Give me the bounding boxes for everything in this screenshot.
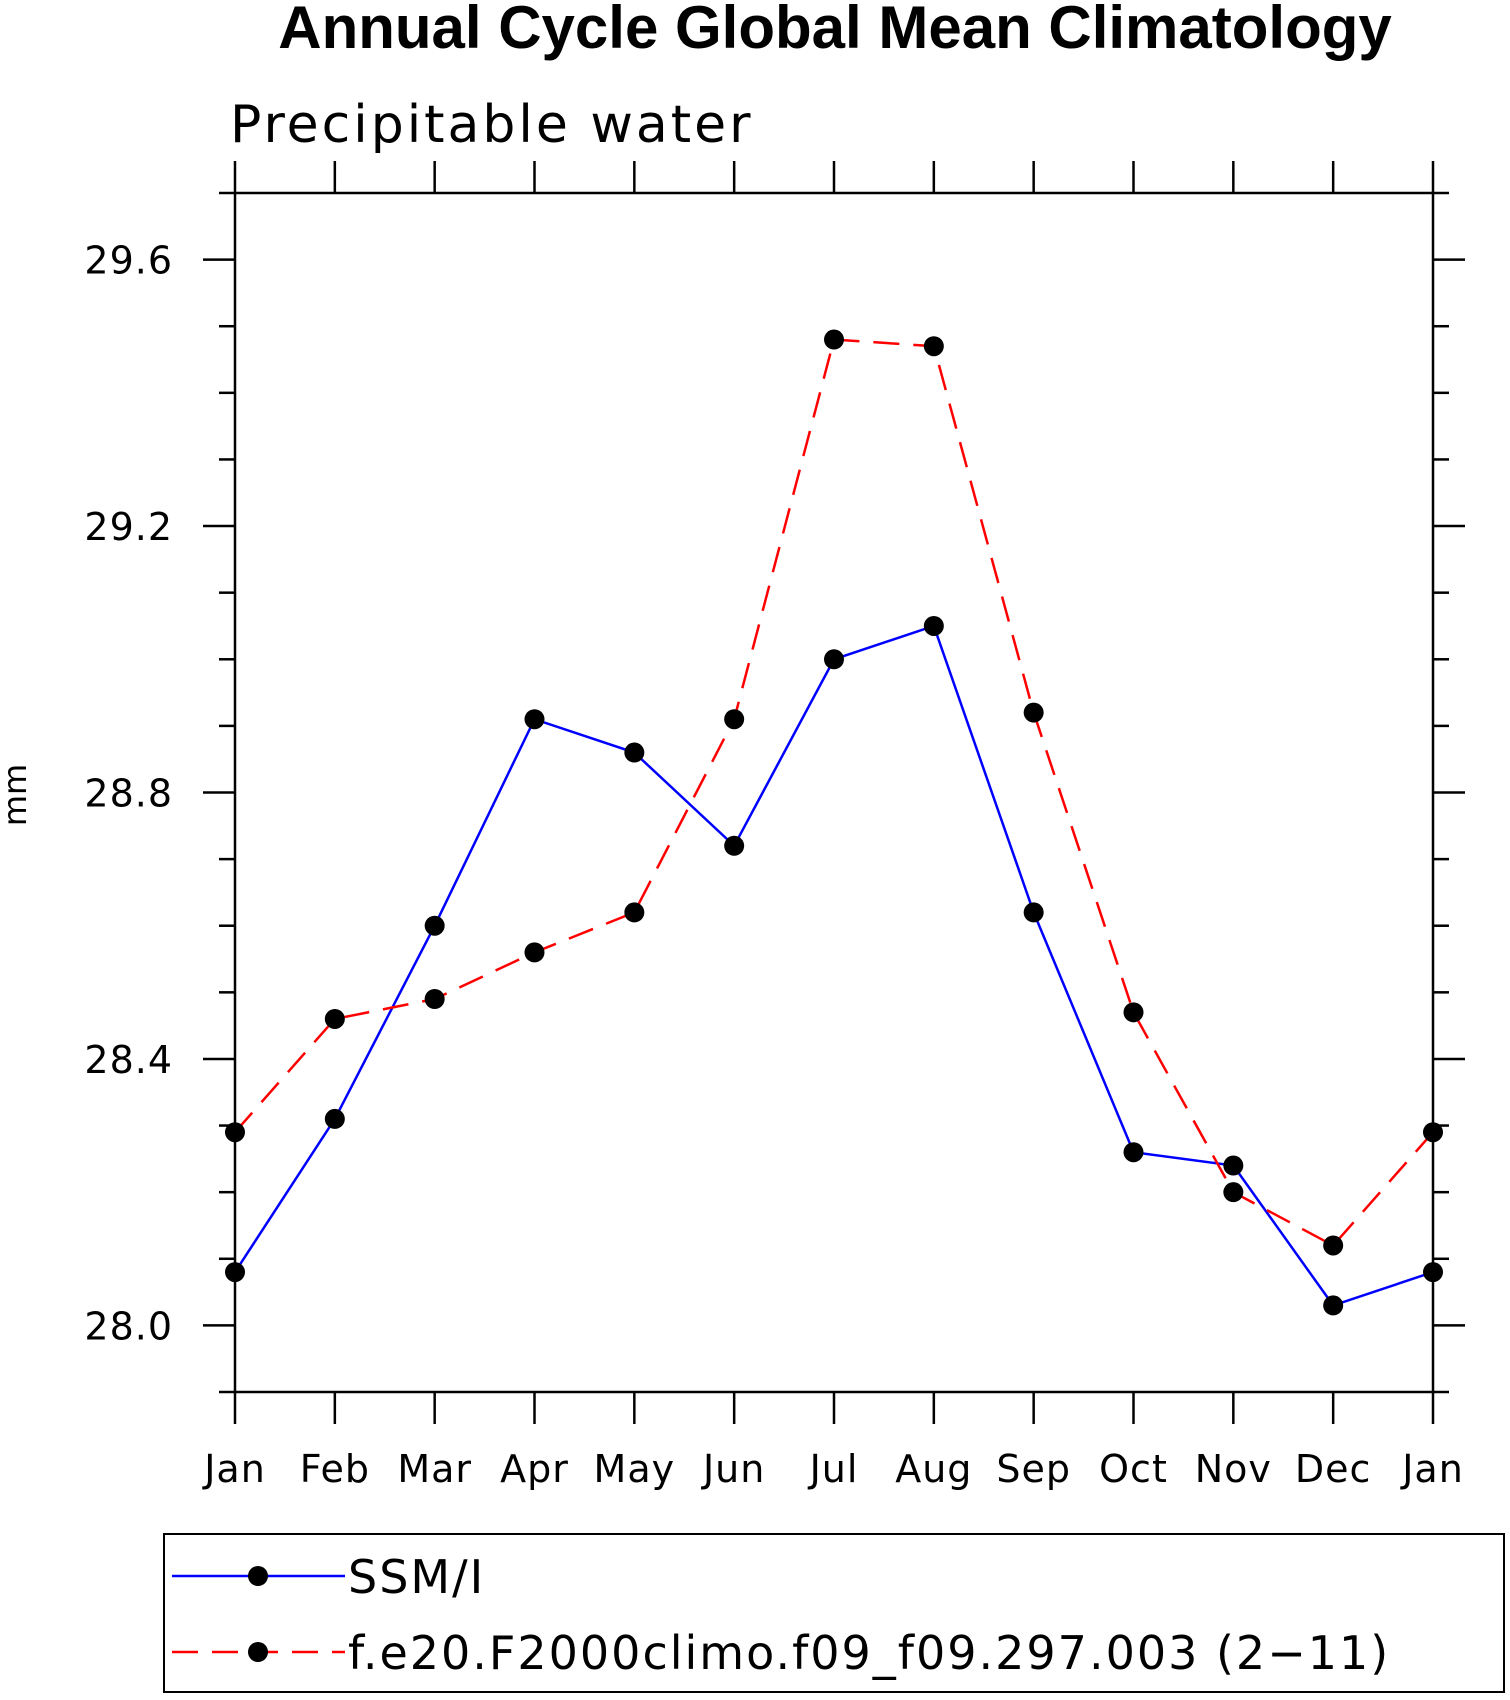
series-layer xyxy=(225,329,1443,1316)
data-point-series-0 xyxy=(824,649,844,670)
axis-ticks xyxy=(203,161,1465,1424)
data-point-series-0 xyxy=(424,915,445,936)
legend-marker-0 xyxy=(248,1566,268,1586)
data-point-series-0 xyxy=(324,1108,345,1129)
data-point-series-1 xyxy=(624,902,645,923)
data-point-series-0 xyxy=(1323,1295,1344,1316)
legend-label-0: SSM/I xyxy=(348,1550,485,1604)
data-point-series-0 xyxy=(225,1262,245,1283)
y-axis-label: mm xyxy=(0,764,34,826)
legend-box xyxy=(163,1533,1505,1693)
x-tick-labels: Jan Feb Mar Apr May Jun Jul Aug Sep Oct Nov Dec Jan xyxy=(202,1447,1464,1491)
x-tick-label: Aug xyxy=(895,1447,972,1491)
chart-title: Annual Cycle Global Mean Climatology xyxy=(278,0,1392,61)
y-tick-label: 28.0 xyxy=(84,1304,173,1348)
data-point-series-1 xyxy=(1223,1182,1244,1203)
y-tick-label: 29.6 xyxy=(84,239,173,283)
legend-marker-1 xyxy=(248,1642,268,1662)
data-point-series-1 xyxy=(824,329,844,350)
x-tick-label: Jul xyxy=(808,1447,859,1491)
y-tick-label: 28.8 xyxy=(84,772,173,816)
data-point-series-0 xyxy=(524,709,545,730)
y-tick-label: 28.4 xyxy=(84,1038,173,1082)
x-tick-label: Nov xyxy=(1195,1447,1272,1491)
data-point-series-0 xyxy=(1223,1155,1244,1176)
x-tick-label: Mar xyxy=(397,1447,472,1491)
data-point-series-1 xyxy=(1323,1235,1344,1256)
plot-frame xyxy=(233,191,1435,1394)
legend-label-1: f.e20.F2000climo.f09_f09.297.003 (2−11) xyxy=(348,1626,1390,1680)
data-point-series-0 xyxy=(923,615,944,636)
data-point-series-0 xyxy=(1123,1142,1144,1163)
data-point-series-1 xyxy=(1123,1002,1144,1023)
data-point-series-0 xyxy=(624,742,645,763)
data-point-series-1 xyxy=(1023,702,1044,723)
x-tick-label: May xyxy=(594,1447,676,1491)
x-tick-label: Apr xyxy=(500,1447,569,1491)
series-line-1 xyxy=(234,338,1434,1248)
x-tick-label: Dec xyxy=(1295,1447,1372,1491)
data-point-series-1 xyxy=(424,988,445,1009)
data-point-series-1 xyxy=(923,336,944,357)
data-point-series-1 xyxy=(225,1122,245,1143)
y-tick-label: 29.2 xyxy=(84,505,173,549)
data-point-series-1 xyxy=(1423,1122,1443,1143)
y-tick-labels: 28.0 28.4 28.8 29.2 29.6 xyxy=(84,239,173,1349)
chart-subtitle: Precipitable water xyxy=(230,95,754,155)
x-tick-label: Jan xyxy=(1400,1447,1464,1491)
legend: SSM/I f.e20.F2000climo.f09_f09.297.003 (2… xyxy=(172,1550,1390,1680)
x-tick-label: Jun xyxy=(701,1447,765,1491)
data-point-series-1 xyxy=(324,1008,345,1029)
x-tick-label: Oct xyxy=(1099,1447,1168,1491)
data-point-series-1 xyxy=(524,942,545,963)
data-point-series-1 xyxy=(724,709,745,730)
x-tick-label: Sep xyxy=(996,1447,1071,1491)
x-tick-label: Feb xyxy=(300,1447,370,1491)
x-tick-label: Jan xyxy=(202,1447,266,1491)
data-point-series-0 xyxy=(724,835,745,856)
data-point-series-0 xyxy=(1423,1262,1443,1283)
data-point-series-0 xyxy=(1023,902,1044,923)
